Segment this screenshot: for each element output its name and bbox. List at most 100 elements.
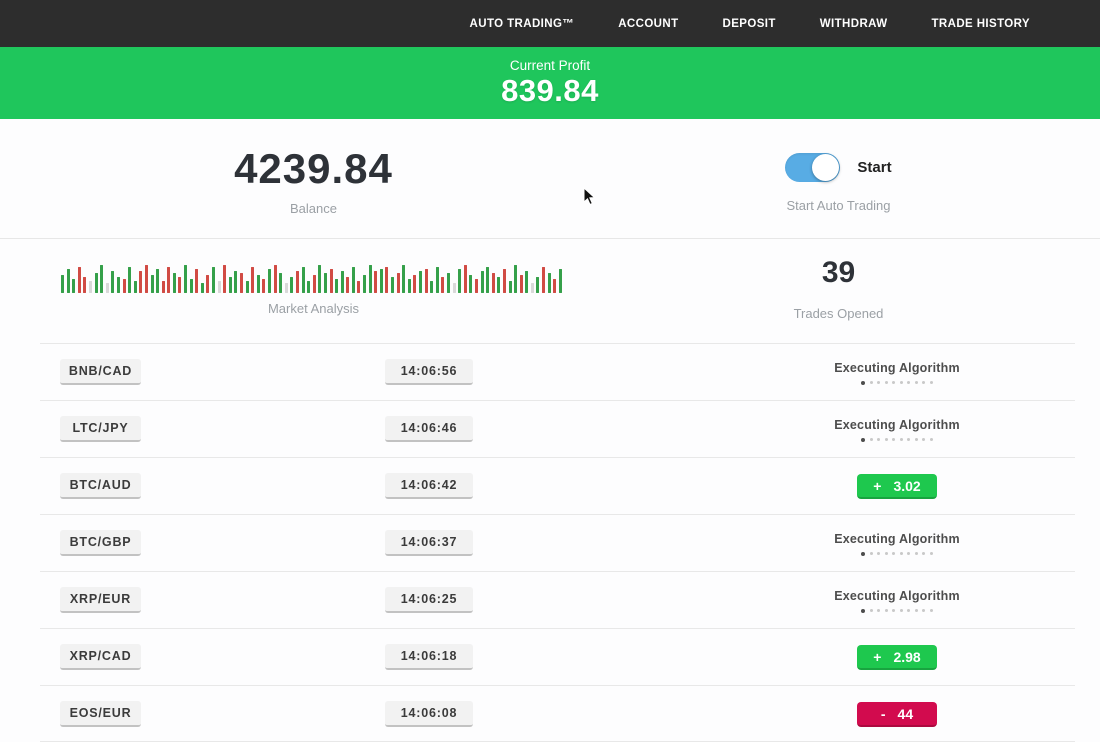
progress-dot bbox=[907, 438, 911, 441]
market-bar bbox=[290, 277, 294, 293]
progress-dot bbox=[892, 381, 896, 384]
market-bar bbox=[72, 279, 76, 293]
pair-chip[interactable]: BTC/AUD bbox=[60, 473, 141, 499]
market-bar bbox=[346, 277, 350, 293]
table-row: XRP/EUR 14:06:25 Executing Algorithm bbox=[40, 571, 1075, 628]
pair-chip[interactable]: LTC/JPY bbox=[60, 416, 141, 442]
progress-dot bbox=[869, 438, 873, 441]
progress-dot bbox=[861, 551, 866, 556]
market-bar bbox=[251, 267, 255, 293]
top-nav: AUTO TRADING™ ACCOUNT DEPOSIT WITHDRAW T… bbox=[0, 0, 1100, 47]
progress-dot bbox=[907, 552, 911, 555]
market-bar bbox=[256, 275, 260, 293]
market-bar bbox=[351, 267, 355, 293]
progress-dot bbox=[929, 552, 933, 555]
progress-dot bbox=[884, 609, 888, 612]
pair-chip[interactable]: XRP/CAD bbox=[60, 644, 141, 670]
market-bar bbox=[430, 281, 434, 293]
progress-dot bbox=[861, 380, 866, 385]
progress-dots bbox=[861, 380, 933, 385]
nav-withdraw[interactable]: WITHDRAW bbox=[819, 17, 888, 30]
nav-account[interactable]: ACCOUNT bbox=[618, 17, 679, 30]
market-bar bbox=[497, 277, 501, 293]
market-bar bbox=[139, 271, 143, 293]
progress-dot bbox=[914, 552, 918, 555]
table-row: XRP/CAD 14:06:18 +2.98 bbox=[40, 628, 1075, 685]
market-section: Market Analysis 39 Trades Opened bbox=[0, 238, 1100, 343]
market-bar bbox=[295, 271, 299, 293]
executing-algorithm-label: Executing Algorithm bbox=[834, 360, 960, 375]
progress-dot bbox=[869, 609, 873, 612]
market-bar bbox=[542, 267, 546, 293]
market-bar bbox=[525, 271, 529, 293]
market-bar bbox=[83, 277, 87, 293]
market-bar bbox=[240, 273, 243, 293]
progress-dot bbox=[877, 609, 881, 612]
result-sign: + bbox=[873, 477, 882, 494]
market-bar bbox=[553, 279, 557, 293]
executing-algorithm-label: Executing Algorithm bbox=[834, 531, 960, 546]
progress-dots bbox=[861, 608, 933, 613]
nav-trade-history[interactable]: TRADE HISTORY bbox=[931, 17, 1030, 30]
result-sign: - bbox=[880, 705, 886, 722]
result-sign: + bbox=[873, 648, 882, 665]
market-bar bbox=[307, 281, 311, 293]
trade-status: -44 bbox=[747, 686, 1047, 742]
market-bar bbox=[486, 267, 490, 293]
market-bar bbox=[480, 271, 484, 293]
trade-status: +3.02 bbox=[747, 458, 1047, 515]
trade-status: Executing Algorithm bbox=[747, 344, 1047, 401]
progress-dot bbox=[892, 552, 896, 555]
balance-section: 4239.84 Balance Start Start Auto Trading bbox=[0, 119, 1100, 238]
progress-dots bbox=[861, 437, 933, 442]
market-bar bbox=[491, 273, 495, 293]
current-profit-value: 839.84 bbox=[501, 73, 599, 108]
nav-deposit[interactable]: DEPOSIT bbox=[722, 17, 776, 30]
market-bar bbox=[374, 271, 378, 293]
market-bar bbox=[435, 267, 439, 293]
market-bar bbox=[279, 273, 283, 293]
pair-chip[interactable]: EOS/EUR bbox=[60, 700, 141, 727]
nav-auto-trading[interactable]: AUTO TRADING™ bbox=[469, 17, 575, 30]
market-bar bbox=[413, 275, 417, 293]
progress-dot bbox=[899, 381, 903, 384]
market-bar bbox=[469, 275, 473, 293]
progress-dot bbox=[884, 381, 888, 384]
market-bar bbox=[267, 269, 271, 293]
market-bar bbox=[363, 275, 367, 293]
trades-table: BNB/CAD 14:06:56 Executing Algorithm LTC… bbox=[40, 343, 1075, 742]
trades-opened-value: 39 bbox=[821, 256, 856, 289]
pair-chip[interactable]: BNB/CAD bbox=[60, 359, 141, 385]
trade-status: Executing Algorithm bbox=[747, 515, 1047, 572]
market-bar bbox=[396, 273, 400, 293]
current-profit-banner: Current Profit 839.84 bbox=[0, 47, 1100, 119]
market-bar bbox=[178, 277, 182, 293]
loss-badge: -44 bbox=[857, 702, 937, 727]
market-bar bbox=[77, 267, 81, 293]
market-bar bbox=[172, 273, 176, 293]
progress-dot bbox=[861, 437, 866, 442]
progress-dot bbox=[869, 381, 873, 384]
market-bar bbox=[379, 269, 383, 293]
market-bar bbox=[508, 281, 512, 293]
auto-trading-toggle[interactable] bbox=[785, 153, 841, 182]
progress-dot bbox=[914, 609, 918, 612]
market-bar bbox=[88, 281, 92, 293]
market-bar bbox=[312, 275, 316, 293]
pair-chip[interactable]: XRP/EUR bbox=[60, 587, 141, 613]
progress-dot bbox=[899, 609, 903, 612]
market-bar bbox=[474, 279, 478, 293]
market-bar bbox=[335, 279, 339, 293]
progress-dot bbox=[884, 552, 888, 555]
market-bar bbox=[200, 283, 204, 293]
pair-chip[interactable]: BTC/GBP bbox=[60, 530, 141, 556]
progress-dot bbox=[929, 609, 933, 612]
balance-value: 4239.84 bbox=[234, 145, 393, 192]
progress-dot bbox=[892, 609, 896, 612]
market-bar bbox=[284, 283, 288, 293]
market-bar bbox=[441, 277, 445, 293]
market-bar bbox=[94, 273, 98, 293]
market-bar bbox=[514, 265, 518, 293]
progress-dot bbox=[869, 552, 873, 555]
